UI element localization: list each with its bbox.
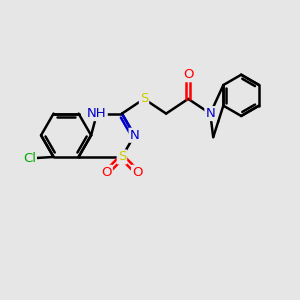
Text: O: O (101, 166, 112, 179)
Text: Cl: Cl (23, 152, 36, 165)
Text: S: S (140, 92, 148, 105)
Text: N: N (130, 129, 139, 142)
Text: O: O (132, 166, 142, 179)
Text: S: S (118, 151, 126, 164)
Text: N: N (206, 107, 215, 120)
Text: O: O (183, 68, 194, 81)
Text: NH: NH (87, 107, 107, 120)
